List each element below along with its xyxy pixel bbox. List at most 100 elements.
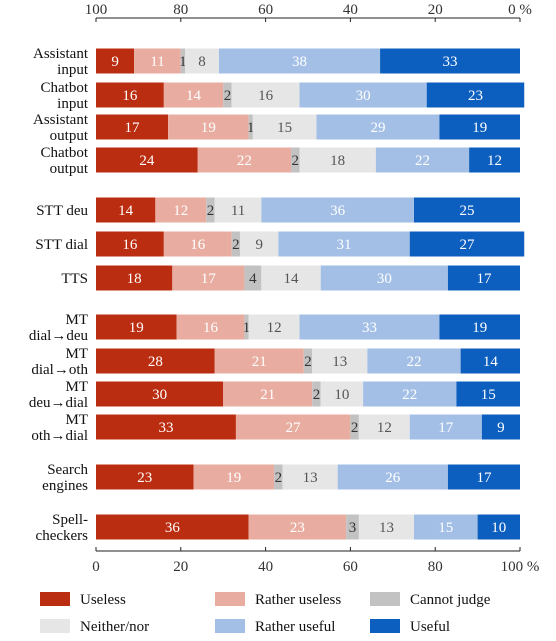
bar-value-label: 10: [334, 387, 349, 403]
bar-segment: [358, 414, 410, 440]
bar-value-label: 8: [198, 54, 206, 70]
bar-value-label: 16: [258, 88, 274, 104]
bar-value-label: 36: [165, 520, 181, 536]
bar-segment: [439, 314, 520, 340]
bar-segment: [375, 147, 470, 173]
bar-value-label: 2: [292, 153, 300, 169]
legend-label: Useful: [410, 619, 450, 635]
bar-value-label: 27: [460, 237, 476, 253]
bar-value-label: 12: [487, 153, 502, 169]
bar-value-label: 16: [122, 237, 138, 253]
bottom-tick-label: 40: [258, 559, 273, 575]
bar-segment: [244, 314, 249, 340]
bar-value-label: 2: [304, 354, 312, 370]
bar-segment: [248, 314, 300, 340]
bar-value-label: 30: [356, 88, 371, 104]
bar-value-label: 4: [249, 271, 257, 287]
top-tick-label: 80: [173, 2, 188, 18]
bar-segment: [231, 231, 241, 257]
bar-value-label: 2: [351, 420, 359, 436]
legend-label: Useless: [80, 592, 126, 608]
bar-segment: [96, 414, 236, 440]
bar-value-label: 16: [203, 320, 219, 336]
bar-segment: [350, 414, 359, 440]
legend-swatch: [40, 619, 70, 633]
category-label: Spell-checkers: [36, 512, 89, 544]
bar-value-label: 9: [497, 420, 505, 436]
bar-segment: [346, 514, 359, 540]
bar-segment: [185, 48, 219, 74]
top-tick-label: 20: [428, 2, 443, 18]
legend-item: Useless: [40, 592, 126, 608]
bar-row: 28 21 2 13 22 14 MT dial→oth: [31, 346, 520, 378]
bar-value-label: 26: [385, 470, 401, 486]
bar-segment: [163, 231, 232, 257]
bar-segment: [248, 514, 347, 540]
bar-segment: [469, 147, 520, 173]
bar-segment: [278, 231, 410, 257]
bar-segment: [414, 197, 520, 223]
bar-value-label: 16: [190, 237, 206, 253]
bar-row: 33 27 2 12 17 9 MT oth→dial: [31, 412, 520, 444]
bar-segment: [96, 82, 164, 108]
bar-value-label: 24: [139, 153, 155, 169]
bar-segment: [320, 381, 364, 407]
bar-value-label: 13: [303, 470, 318, 486]
category-label: STT deu: [36, 203, 88, 219]
bar-value-label: 17: [438, 420, 454, 436]
bar-value-label: 22: [237, 153, 252, 169]
bar-segment: [291, 147, 300, 173]
bar-value-label: 10: [491, 520, 506, 536]
bar-value-label: 17: [125, 120, 141, 136]
bar-value-label: 30: [152, 387, 167, 403]
bar-segment: [261, 265, 321, 291]
top-tick-label: 0 %: [508, 2, 532, 18]
bottom-tick-label: 0: [92, 559, 100, 575]
bar-segment: [414, 514, 478, 540]
bar-segment: [248, 114, 253, 140]
bar-value-label: 21: [260, 387, 275, 403]
bar-segment: [299, 147, 376, 173]
bar-value-label: 38: [292, 54, 307, 70]
bar-value-label: 28: [148, 354, 163, 370]
bar-segment: [96, 514, 249, 540]
legend-swatch: [370, 592, 400, 606]
bar-segment: [96, 197, 156, 223]
bar-segment: [134, 48, 181, 74]
bar-segment: [168, 114, 249, 140]
bar-segment: [96, 114, 169, 140]
bar-row: 16 16 2 9 31 27 STT dial: [35, 231, 525, 257]
bar-segment: [96, 231, 164, 257]
bar-value-label: 3: [349, 520, 357, 536]
bar-value-label: 17: [201, 271, 217, 287]
bar-segment: [439, 114, 520, 140]
category-label: Chatbot output: [41, 145, 89, 177]
top-tick-label: 40: [343, 2, 358, 18]
bar-segment: [337, 464, 448, 490]
bar-value-label: 19: [472, 120, 487, 136]
top-axis: 100 80 60 40 20 0 %: [85, 2, 532, 22]
bar-segment: [312, 381, 321, 407]
bar-value-label: 12: [267, 320, 282, 336]
bar-value-label: 23: [468, 88, 483, 104]
bottom-tick-label: 60: [343, 559, 358, 575]
bar-row: 18 17 4 14 30 17 TTS: [61, 265, 520, 291]
bar-value-label: 1: [243, 320, 251, 336]
bar-segment: [96, 314, 177, 340]
bar-value-label: 17: [476, 271, 492, 287]
bar-row: 17 19 1 15 29 19 Assistant output: [33, 112, 520, 144]
bar-value-label: 15: [277, 120, 292, 136]
bar-value-label: 23: [290, 520, 305, 536]
bottom-tick-label: 20: [173, 559, 188, 575]
bar-value-label: 18: [330, 153, 345, 169]
bar-value-label: 12: [173, 203, 188, 219]
bar-segment: [206, 197, 215, 223]
legend-item: Neither/nor: [40, 619, 149, 635]
bar-value-label: 1: [179, 54, 187, 70]
bar-value-label: 30: [377, 271, 392, 287]
bar-value-label: 2: [207, 203, 215, 219]
bar-value-label: 15: [438, 520, 453, 536]
bar-value-label: 25: [460, 203, 475, 219]
bar-segment: [218, 48, 381, 74]
bar-value-label: 19: [472, 320, 487, 336]
